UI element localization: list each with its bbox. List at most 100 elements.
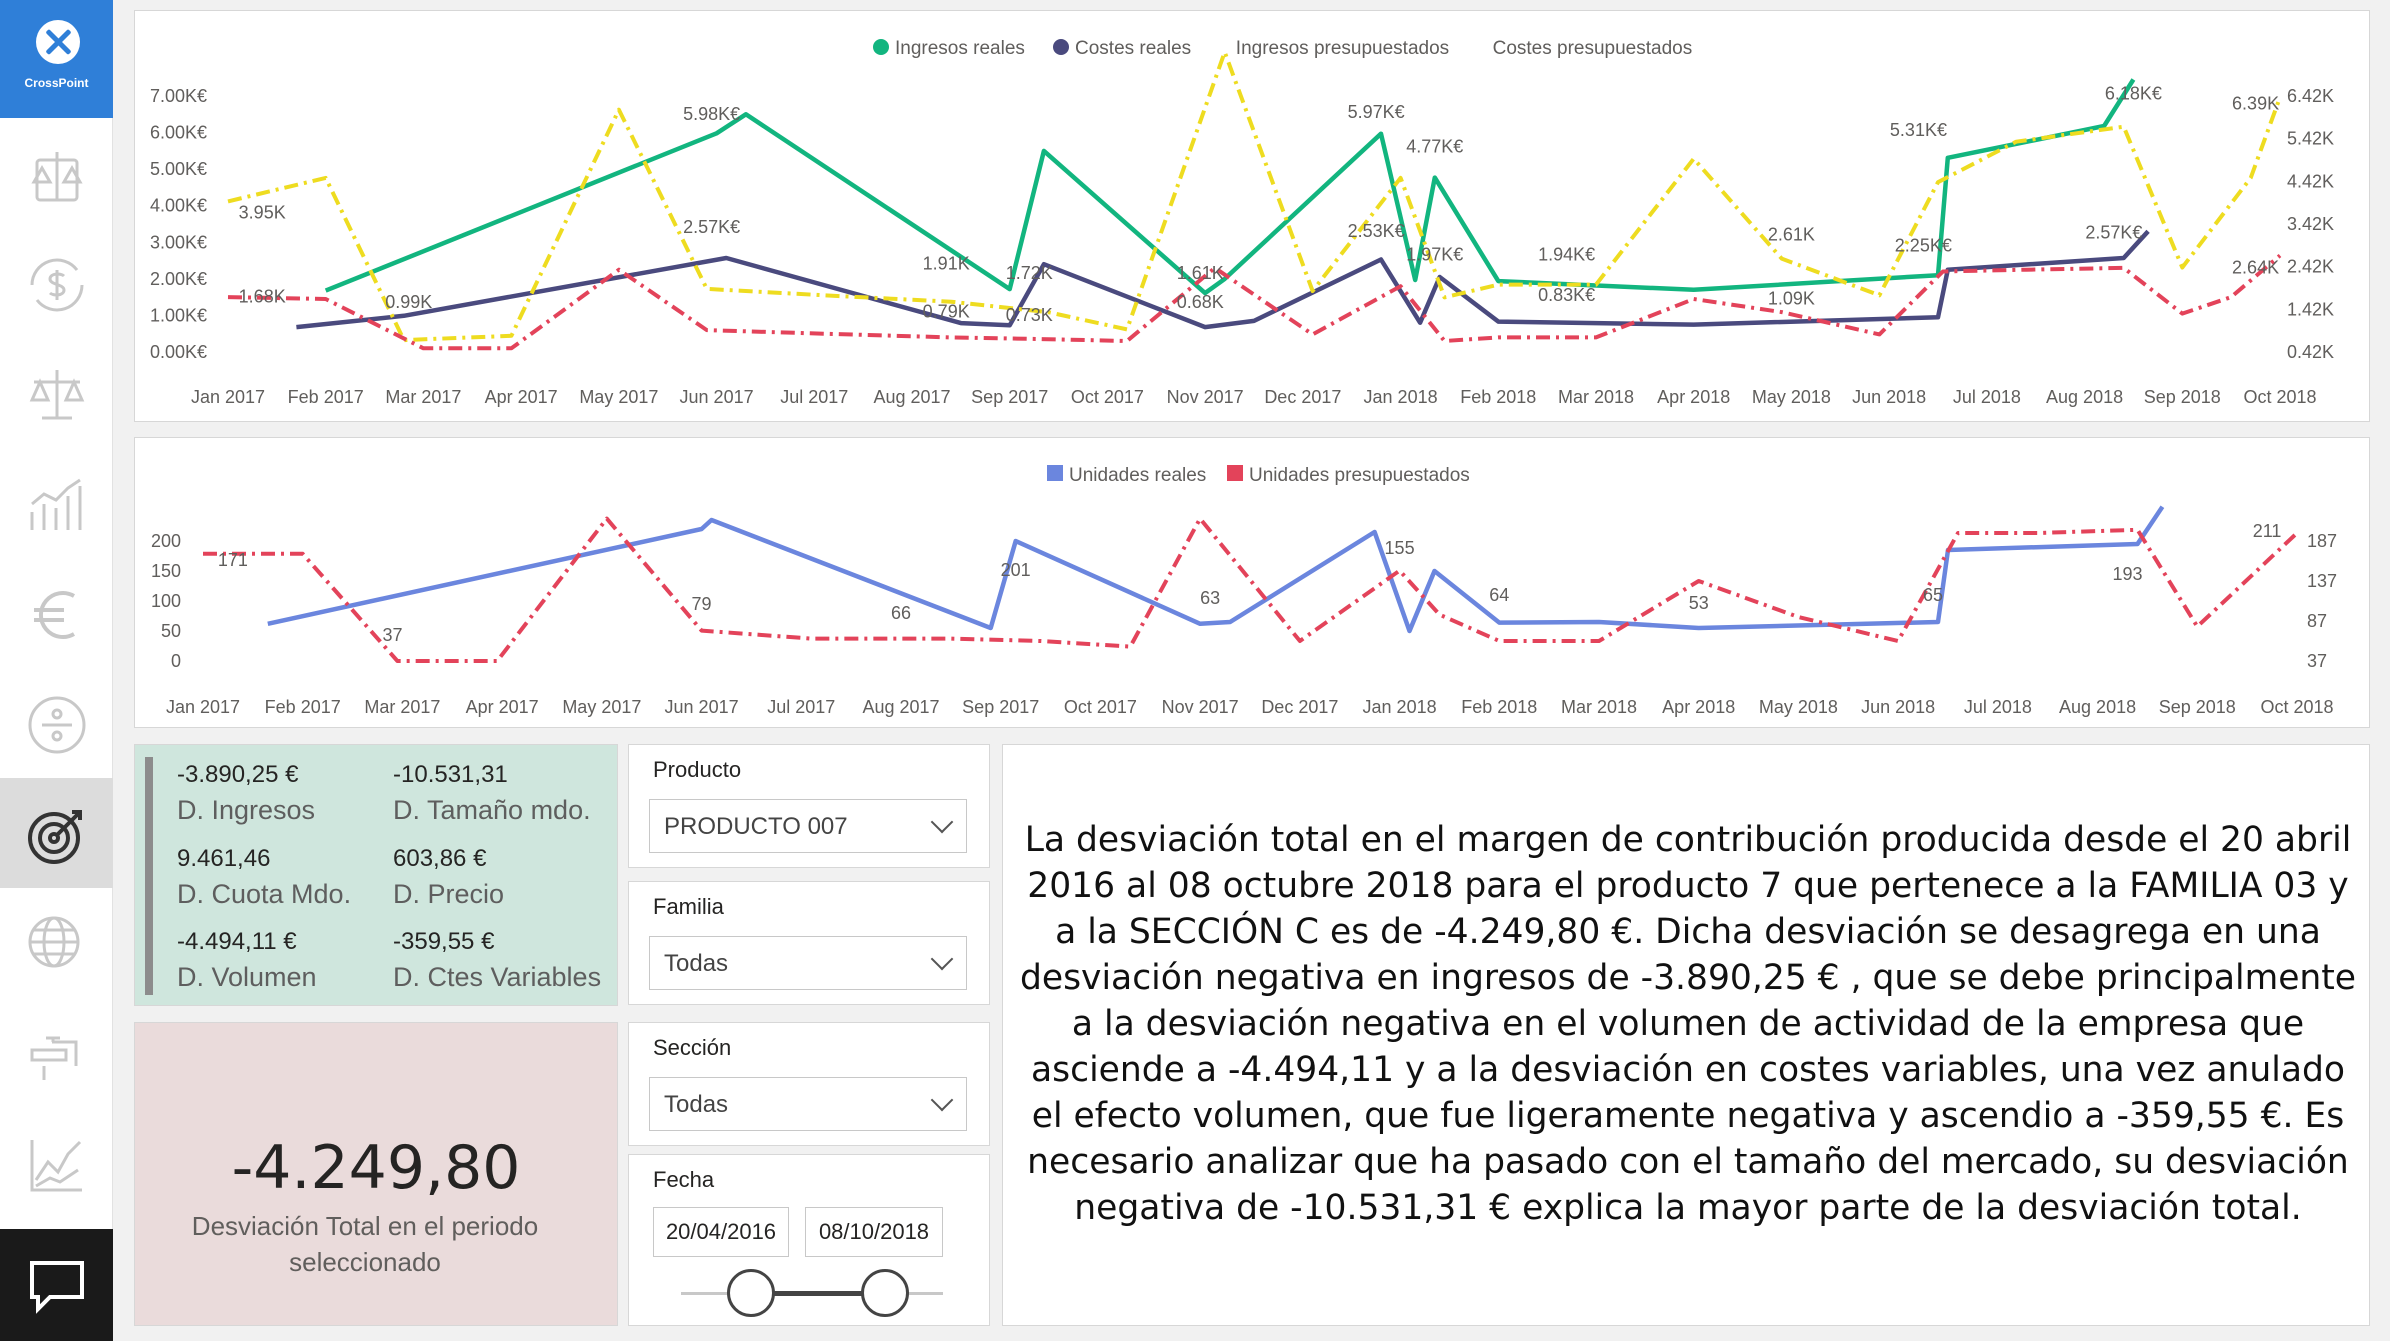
data-label: 0.83K€	[1538, 285, 1595, 305]
y-left-tick-label: 7.00K€	[150, 86, 207, 106]
kpi-d-tamano-mdo: -10.531,31 D. Tamaño mdo.	[393, 761, 591, 825]
x-tick-label: Sep 2017	[971, 387, 1048, 407]
seccion-slicer: Sección Todas	[628, 1022, 990, 1146]
nav-analytics[interactable]	[0, 448, 113, 558]
fecha-slider-end-handle[interactable]	[861, 1269, 909, 1317]
narrative-text: La desviación total en el margen de cont…	[1019, 820, 2357, 1228]
series-line-costes-presupuestados	[227, 253, 2282, 351]
y-left-tick-label: 0.00K€	[150, 342, 207, 362]
nav-globe[interactable]	[0, 888, 113, 998]
data-label: 5.31K€	[1890, 120, 1947, 140]
data-label: 2.25K€	[1895, 235, 1952, 255]
nav-comment[interactable]	[0, 1229, 113, 1341]
producto-slicer-title: Producto	[653, 757, 742, 782]
data-label: 2.53K€	[1348, 221, 1405, 241]
crosspoint-logo-icon	[36, 20, 80, 64]
total-deviation-label: Desviación Total en el periodo seleccion…	[191, 1211, 539, 1277]
scales-icon	[29, 370, 85, 420]
units-line-chart-panel: Jan 2017 Feb 2017 Mar 2017 Apr 2017 May 2017…	[134, 437, 2370, 728]
legend-label-unidades-reales: Unidades reales	[1069, 465, 1206, 486]
data-label: 0.73K	[1006, 305, 1053, 325]
series-line-costes-reales	[296, 229, 2150, 330]
x-tick-label: Jul 2017	[780, 387, 848, 407]
kpi-d-cuota-mdo: 9.461,46 D. Cuota Mdo.	[177, 845, 352, 909]
series-line-unidades-reales	[267, 505, 2165, 634]
x-tick-label: Mar 2018	[1561, 697, 1637, 717]
data-label: 193	[2112, 564, 2142, 584]
data-label: 1.68K	[239, 287, 286, 307]
data-label: 155	[1385, 538, 1415, 558]
familia-dropdown[interactable]: Todas	[649, 936, 967, 990]
x-tick-label: Aug 2017	[873, 387, 950, 407]
y-left-tick-label: 4.00K€	[150, 196, 207, 216]
producto-dropdown[interactable]: PRODUCTO 007	[649, 799, 967, 853]
x-tick-label: Apr 2018	[1662, 697, 1735, 717]
data-label: 2.57K€	[2085, 223, 2142, 243]
y-right-tick-label: 1.42K	[2287, 299, 2334, 319]
nav-cashflow[interactable]	[0, 228, 113, 338]
data-label: 1.91K	[923, 254, 970, 274]
x-tick-label: Jan 2017	[166, 697, 240, 717]
y-left-tick-label: 5.00K€	[150, 159, 207, 179]
crosspoint-logo[interactable]: CrossPoint	[0, 0, 113, 118]
x-tick-label: Nov 2017	[1167, 387, 1244, 407]
seccion-dropdown-value: Todas	[664, 1091, 729, 1118]
nav-linechart[interactable]	[0, 1108, 113, 1218]
producto-dropdown-value: PRODUCTO 007	[664, 813, 848, 840]
data-label: 1.61K	[1177, 263, 1224, 283]
legend-label-ingresos-reales: Ingresos reales	[895, 38, 1025, 59]
x-tick-label: Feb 2017	[265, 697, 341, 717]
data-label: 63	[1200, 588, 1220, 608]
x-tick-label: Feb 2017	[288, 387, 364, 407]
y-left-tick-label: 100	[151, 591, 181, 611]
x-tick-label: Oct 2018	[2260, 697, 2333, 717]
nav-target[interactable]	[0, 778, 113, 888]
chevron-down-icon	[930, 1088, 954, 1112]
data-label: 4.77K€	[1406, 137, 1463, 157]
y-right-tick-label: 2.42K	[2287, 257, 2334, 277]
x-tick-label: Oct 2018	[2243, 387, 2316, 407]
y-right-tick-label: 5.42K	[2287, 129, 2334, 149]
data-label: 64	[1489, 585, 1509, 605]
x-tick-label: Apr 2017	[485, 387, 558, 407]
x-tick-label: Jun 2018	[1861, 697, 1935, 717]
x-tick-label: May 2018	[1759, 697, 1838, 717]
y-left-tick-label: 2.00K€	[150, 269, 207, 289]
target-icon	[28, 810, 82, 864]
x-tick-label: May 2017	[579, 387, 658, 407]
series-line-ingresos-reales	[324, 78, 2136, 296]
fecha-slicer: Fecha 20/04/2016 08/10/2018	[628, 1154, 990, 1326]
y-left-tick-label: 1.00K€	[150, 305, 207, 325]
x-tick-label: Mar 2017	[364, 697, 440, 717]
data-label: 1.97K€	[1406, 245, 1463, 265]
legend-marker-costes-reales	[1053, 39, 1069, 55]
x-tick-label: Dec 2017	[1261, 697, 1338, 717]
fecha-slider-start-handle[interactable]	[727, 1269, 775, 1317]
series-line-ingresos-presupuestados	[227, 50, 2282, 343]
brand-name: CrossPoint	[24, 76, 89, 90]
nav-divide[interactable]	[0, 668, 113, 778]
dollar-cycle-icon	[30, 258, 84, 312]
nav-balance[interactable]	[0, 118, 113, 228]
y-left-tick-label: 50	[161, 621, 181, 641]
x-tick-label: Jun 2017	[665, 697, 739, 717]
kpi-d-precio: 603,86 € D. Precio	[393, 845, 505, 909]
nav-tap[interactable]	[0, 998, 113, 1108]
data-label: 0.68K	[1177, 292, 1224, 312]
fecha-start-input[interactable]: 20/04/2016	[653, 1207, 789, 1257]
y-right-tick-label: 137	[2307, 571, 2337, 591]
nav-justice[interactable]	[0, 338, 113, 448]
legend-marker-unidades-reales	[1047, 465, 1063, 481]
y-right-tick-label: 0.42K	[2287, 342, 2334, 362]
legend-label-costes-presupuestados: Costes presupuestados	[1493, 38, 1693, 59]
tap-icon	[30, 1036, 78, 1080]
seccion-dropdown[interactable]: Todas	[649, 1077, 967, 1131]
units-line-chart[interactable]: Jan 2017 Feb 2017 Mar 2017 Apr 2017 May 2017…	[135, 438, 2371, 729]
nav-euro[interactable]	[0, 558, 113, 668]
familia-dropdown-value: Todas	[664, 950, 729, 977]
x-tick-label: Aug 2017	[862, 697, 939, 717]
data-label: 3.95K	[239, 203, 286, 223]
familia-slicer: Familia Todas	[628, 881, 990, 1005]
fecha-end-input[interactable]: 08/10/2018	[805, 1207, 943, 1257]
finance-line-chart[interactable]: Jan 2017 Feb 2017 Mar 2017 Apr 2017 May 2017…	[135, 11, 2371, 423]
